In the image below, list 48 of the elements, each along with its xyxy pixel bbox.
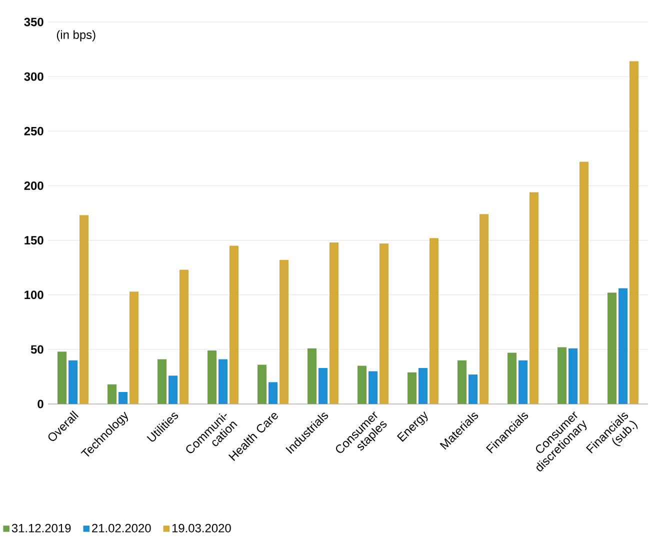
bar xyxy=(518,360,528,404)
bar xyxy=(568,348,578,404)
bar xyxy=(168,376,178,404)
bar xyxy=(280,260,289,404)
bar xyxy=(558,347,566,404)
bar xyxy=(368,371,378,404)
bar xyxy=(258,364,267,404)
bar xyxy=(58,352,67,404)
bar xyxy=(468,374,478,404)
y-tick-label: 150 xyxy=(24,236,44,244)
bar xyxy=(318,368,328,404)
bar xyxy=(408,372,416,404)
bar xyxy=(230,246,239,404)
bar xyxy=(80,215,89,404)
bar xyxy=(108,384,117,404)
bar xyxy=(308,348,317,404)
y-tick-label: 100 xyxy=(24,290,44,300)
legend-label: 21.02.2020 xyxy=(92,524,151,532)
bar xyxy=(180,270,189,404)
y-tick-label: 50 xyxy=(30,345,44,354)
bar xyxy=(68,360,78,404)
y-tick-label: 350 xyxy=(24,18,44,26)
bar xyxy=(430,238,438,404)
bar xyxy=(530,192,538,404)
y-tick-label: 250 xyxy=(24,126,44,136)
bar xyxy=(618,288,628,404)
bar xyxy=(330,242,339,404)
bar xyxy=(218,359,228,404)
bar xyxy=(508,352,516,404)
bar xyxy=(268,382,278,404)
bar xyxy=(580,162,588,404)
bar xyxy=(418,368,428,404)
y-tick-label: 300 xyxy=(24,72,44,81)
bar xyxy=(607,292,616,404)
y-axis-title: (in bps) xyxy=(56,30,96,42)
bar xyxy=(208,350,217,404)
y-tick-label: 0 xyxy=(38,400,44,408)
legend-label: 19.03.2020 xyxy=(172,524,231,532)
bar xyxy=(158,359,167,404)
bar xyxy=(358,366,367,404)
bar xyxy=(630,61,638,404)
y-tick-label: 200 xyxy=(24,181,44,190)
bar xyxy=(118,392,128,404)
bar xyxy=(480,214,488,404)
legend-label: 31.12.2019 xyxy=(12,524,71,532)
bar xyxy=(130,292,139,404)
bar xyxy=(458,360,466,404)
bar xyxy=(380,244,388,404)
